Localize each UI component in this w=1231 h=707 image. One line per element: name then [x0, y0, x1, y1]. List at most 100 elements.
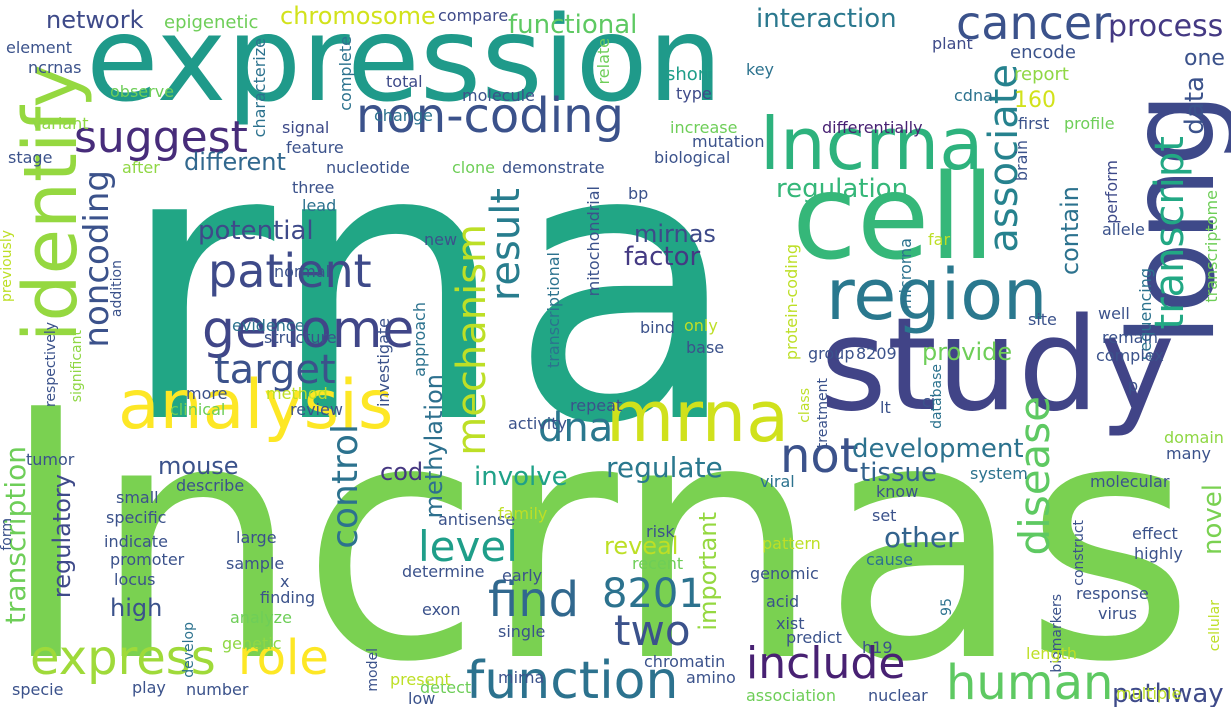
word-genomic: genomic [750, 564, 819, 583]
word-transcript: transcript [1147, 136, 1193, 330]
word-relate: relate [594, 38, 613, 85]
word-report: report [1014, 64, 1069, 85]
word-lead: lead [302, 196, 337, 215]
word-patient: patient [208, 244, 372, 298]
word-set: set [872, 506, 897, 525]
word-reveal: reveal [604, 532, 679, 560]
word-many: many [1166, 444, 1211, 463]
word-feature: feature [286, 138, 344, 157]
word-normal: normal [274, 262, 331, 281]
word-provide: provide [922, 338, 1013, 366]
word-functional: functional [508, 10, 638, 40]
word-base: base [686, 338, 725, 357]
word-transcriptional: transcriptional [544, 252, 563, 369]
word-new: new [424, 230, 458, 249]
word-previously: previously [0, 230, 15, 303]
word-demonstrate: demonstrate [502, 158, 605, 177]
word-stage: stage [8, 148, 53, 167]
word-finding: finding [260, 588, 316, 607]
word-mrna: mrna [606, 376, 789, 458]
word-exon: exon [422, 600, 461, 619]
word-analyze: analyze [230, 608, 292, 627]
word-chromatin: chromatin [644, 652, 726, 671]
word-determine: determine [402, 562, 485, 581]
word-clone: clone [452, 158, 496, 177]
word-lncrna: lncrna [760, 102, 984, 186]
word-key: key [746, 60, 775, 79]
word-cancer: cancer [956, 0, 1112, 50]
word-cause: cause [866, 550, 913, 569]
word-locus: locus [114, 570, 156, 589]
word-8201: 8201 [602, 571, 704, 617]
word-8209: 8209 [856, 344, 897, 363]
word-transcriptome: transcriptome [1202, 190, 1221, 303]
word-bp: bp [628, 184, 649, 203]
word-interaction: interaction [756, 4, 897, 34]
word-mitochondrial: mitochondrial [584, 186, 603, 297]
word-different: different [184, 148, 286, 176]
word-multiple: multiple [1116, 684, 1182, 703]
word-molecule: molecule [462, 86, 535, 105]
word-biological: biological [654, 148, 731, 167]
word-cell: cell [792, 148, 996, 286]
word-cod: cod [380, 458, 424, 486]
word-ncrnas: ncrnas [28, 58, 82, 77]
word-non-coding: non-coding [356, 88, 624, 144]
word-number: number [186, 680, 249, 699]
word-early: early [502, 566, 543, 585]
word-database: database [929, 364, 945, 429]
word-find: find [488, 572, 580, 628]
word-element: element [6, 38, 72, 57]
word-function: function [466, 651, 679, 707]
word-recent: recent [632, 554, 684, 573]
word-mouse: mouse [158, 452, 239, 480]
word-structure: structure [264, 328, 337, 347]
word-role: role [238, 630, 329, 686]
word-target: target [214, 347, 336, 393]
word-h19: h19 [862, 638, 893, 657]
word-mirna: mirna [498, 668, 545, 687]
word-only: only [684, 316, 718, 335]
word-promoter: promoter [110, 550, 185, 569]
word-repeat: repeat [570, 396, 623, 415]
word-process: process [1108, 9, 1224, 44]
word-specific: specific [106, 508, 167, 527]
word-single: single [498, 622, 546, 641]
word-variant: variant [32, 114, 89, 133]
word-investigate: investigate [374, 318, 393, 408]
word-mutation: mutation [692, 132, 765, 151]
word-respectively: respectively [43, 322, 59, 408]
word-clinical: clinical [170, 400, 226, 419]
word-factor: factor [624, 242, 701, 272]
word-not: not [780, 428, 859, 484]
word-develop: develop [181, 622, 197, 678]
word-addition: addition [109, 260, 125, 318]
word-response: response [1076, 584, 1149, 603]
word-construct: construct [1071, 520, 1087, 586]
word-160: 160 [1014, 88, 1056, 113]
word-involve: involve [474, 462, 568, 492]
word-class: class [797, 388, 813, 423]
word-length: length [1026, 644, 1077, 663]
word-other: other [884, 521, 959, 554]
word-network: network [46, 6, 144, 34]
word-activity: activity [508, 414, 567, 433]
word-indicate: indicate [104, 532, 168, 551]
word-cellular: cellular [1207, 600, 1223, 652]
word-perform: perform [1102, 160, 1121, 224]
word-pathway: pathway [1112, 679, 1224, 707]
word-evidence: evidence [232, 316, 305, 335]
word-type: type [676, 84, 712, 103]
word-complete: complete [336, 36, 355, 111]
word-small: small [116, 488, 159, 507]
word-low: low [408, 689, 436, 707]
word-molecular: molecular [1090, 472, 1170, 491]
word-present: present [390, 670, 451, 689]
word-more: more [186, 384, 228, 403]
word-detect: detect [420, 678, 472, 697]
word-group: group [808, 344, 855, 363]
word-total: total [386, 72, 423, 91]
word-know: know [876, 482, 919, 501]
word-potential: potential [198, 216, 314, 246]
